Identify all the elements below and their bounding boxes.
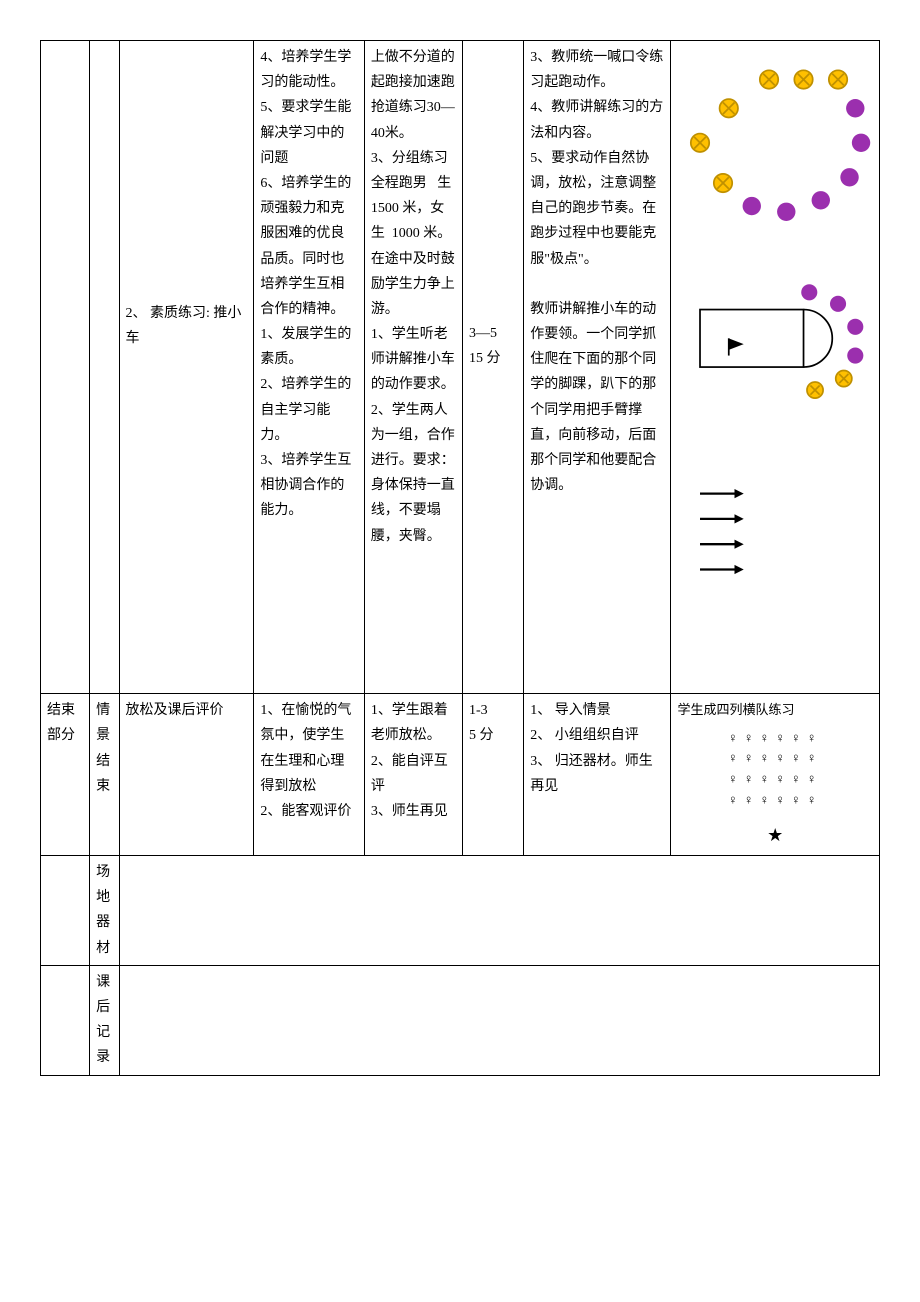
cell-time: 3—5 15 分 [462,41,523,694]
diagram-arrows-group [700,489,744,574]
cell-section: 结束部分 [41,694,90,856]
table-row: 课后记录 [41,965,880,1075]
cell-section [41,41,90,694]
cell-scene: 情景结束 [90,694,119,856]
diagram-track-group [700,284,863,398]
cell-diagram [671,41,880,694]
star-icon: ★ [677,819,873,851]
cell-content: 2、 素质练习: 推小车 [119,41,254,694]
cell-diagram: 学生成四列横队练习 ♀♀♀♀♀♀ ♀♀♀♀♀♀ ♀♀♀♀♀♀ ♀♀♀♀♀♀ ★ [671,694,880,856]
diagram-top-group [691,70,870,221]
cell-goal: 1、在愉悦的气氛中，使学生在生理和心理得到放松 2、能客观评价 [254,694,364,856]
table-row: 场地器材 [41,856,880,966]
formation-title: 学生成四列横队练习 [677,698,873,721]
lesson-plan-table: 2、 素质练习: 推小车 4、培养学生学习的能动性。 5、要求学生能解决学习中的… [40,40,880,1076]
cell-section [41,965,90,1075]
cell-teacher: 3、教师统一喊口令练习起跑动作。 4、教师讲解练习的方法和内容。 5、要求动作自… [524,41,671,694]
formation-diagram-svg [677,45,873,689]
cell-empty [119,965,880,1075]
cell-scene [90,41,119,694]
formation-rows: ♀♀♀♀♀♀ ♀♀♀♀♀♀ ♀♀♀♀♀♀ ♀♀♀♀♀♀ [677,728,873,811]
cell-empty [119,856,880,966]
table-row: 2、 素质练习: 推小车 4、培养学生学习的能动性。 5、要求学生能解决学习中的… [41,41,880,694]
cell-student: 上做不分道的起跑接加速跑抢道练习30—40米。 3、分组练习全程跑男 生 150… [364,41,462,694]
cell-label: 课后记录 [90,965,119,1075]
table-row: 结束部分 情景结束 放松及课后评价 1、在愉悦的气氛中，使学生在生理和心理得到放… [41,694,880,856]
cell-content: 放松及课后评价 [119,694,254,856]
cell-teacher: 1、 导入情景 2、 小组组织自评 3、 归还器材。师生再见 [524,694,671,856]
cell-section [41,856,90,966]
cell-label: 场地器材 [90,856,119,966]
cell-student: 1、学生跟着老师放松。 2、能自评互评 3、师生再见 [364,694,462,856]
cell-time: 1-3 5 分 [462,694,523,856]
cell-goal: 4、培养学生学习的能动性。 5、要求学生能解决学习中的问题 6、培养学生的顽强毅… [254,41,364,694]
